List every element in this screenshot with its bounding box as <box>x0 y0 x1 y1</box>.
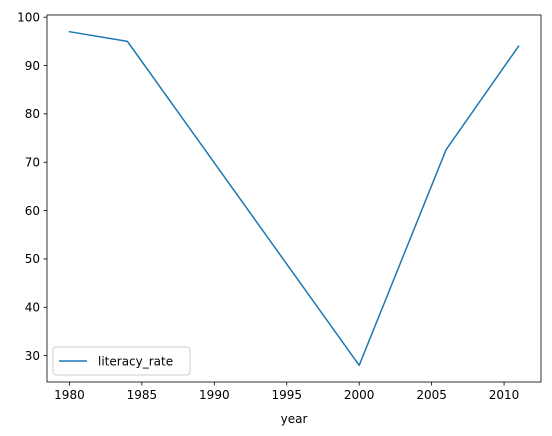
x-tick-label: 2000 <box>344 388 375 402</box>
x-tick-label: 1995 <box>271 388 302 402</box>
x-tick-label: 2010 <box>489 388 520 402</box>
plot-area <box>47 15 541 382</box>
x-tick-label: 1990 <box>199 388 230 402</box>
series-layer <box>68 30 520 367</box>
x-axis-label: year <box>281 412 308 426</box>
ticks-layer: 1980 1985 1990 1995 2000 2005 2010 30 40 50 60 70 80… <box>17 10 519 402</box>
y-tick-label: 30 <box>25 349 40 363</box>
legend: literacy_rate <box>52 346 191 376</box>
y-tick-label: 60 <box>25 204 40 218</box>
legend-label: literacy_rate <box>98 355 173 369</box>
y-tick-label: 40 <box>25 301 40 315</box>
series-line-0 <box>68 30 520 367</box>
y-tick-label: 80 <box>25 107 40 121</box>
x-tick-label: 1985 <box>127 388 158 402</box>
x-tick-label: 2005 <box>416 388 447 402</box>
legend-box <box>52 346 191 376</box>
y-tick-label: 70 <box>25 156 40 170</box>
y-tick-label: 90 <box>25 59 40 73</box>
axes-frame <box>46 14 542 383</box>
axes-layer <box>46 14 542 383</box>
y-tick-label: 100 <box>17 10 40 24</box>
y-tick-label: 50 <box>25 252 40 266</box>
x-tick-label: 1980 <box>54 388 85 402</box>
